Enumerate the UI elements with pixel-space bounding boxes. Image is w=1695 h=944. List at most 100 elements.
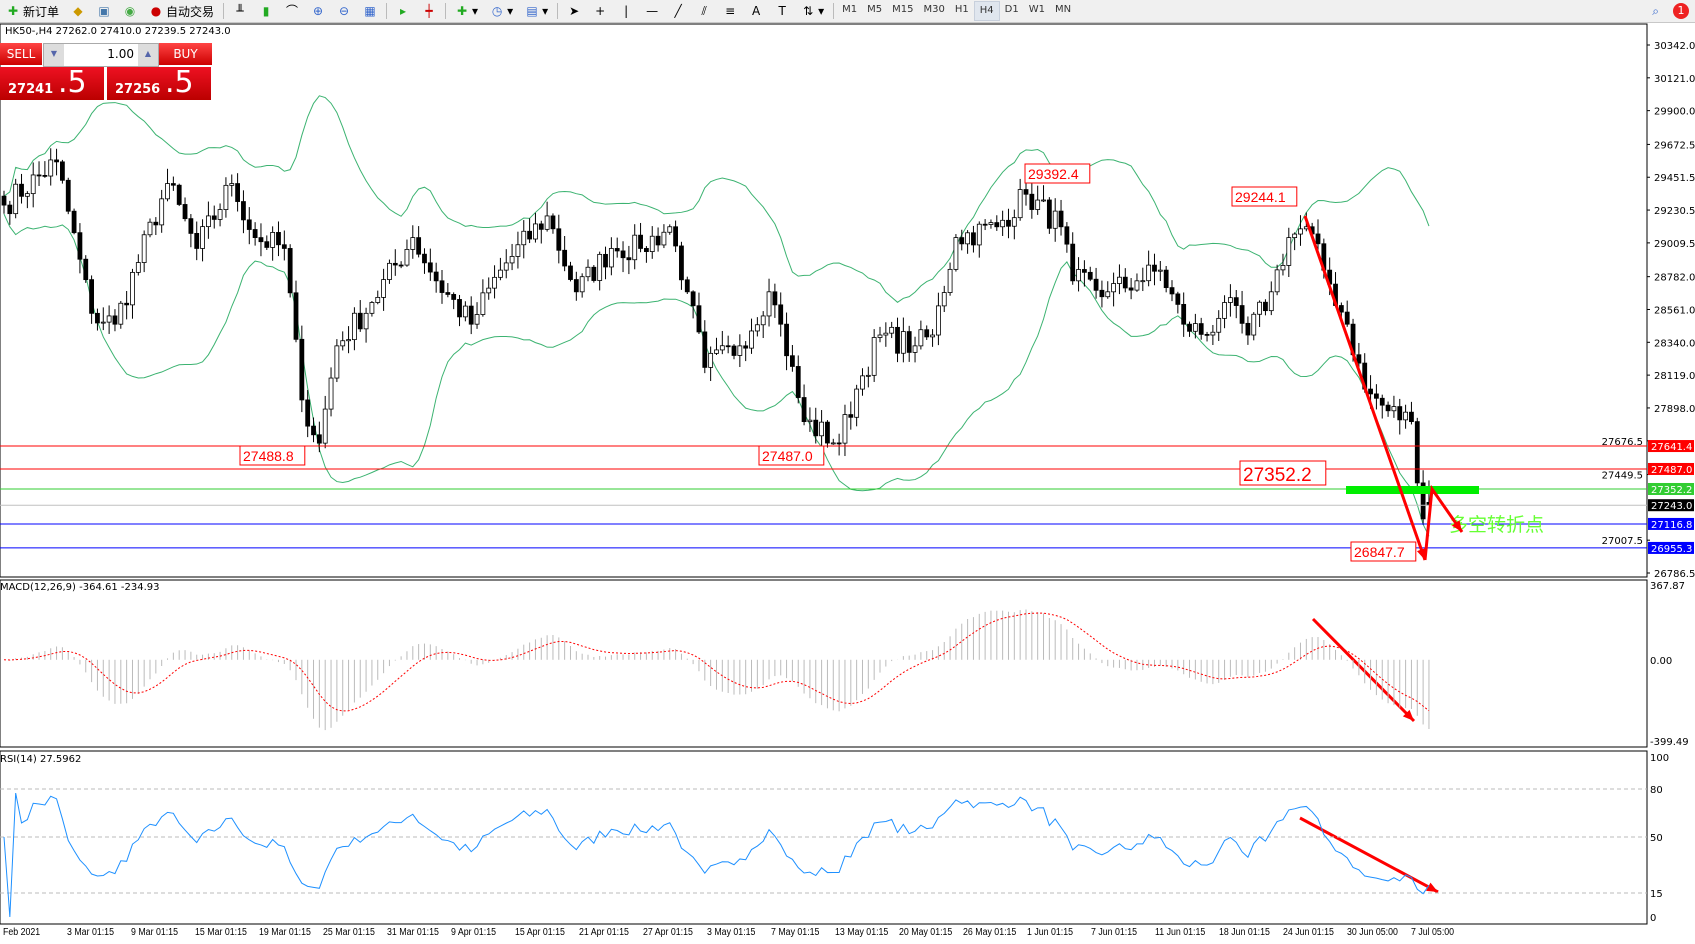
macd-tick-label: 0.00	[1650, 656, 1672, 667]
cursor-button[interactable]: ➤	[561, 1, 587, 21]
fibonacci-button[interactable]: ≡	[717, 1, 743, 21]
time-tick-label: 25 Mar 01:15	[323, 927, 375, 938]
candle	[1017, 189, 1023, 219]
sell-button[interactable]: SELL	[0, 43, 42, 65]
text-button[interactable]: A	[743, 1, 769, 21]
notification-badge[interactable]: 1	[1673, 3, 1689, 19]
candle	[1420, 482, 1426, 520]
autoscroll-button[interactable]: ▸	[390, 1, 416, 21]
signals-button[interactable]: ◉	[117, 1, 143, 21]
candle	[1414, 421, 1420, 484]
macd-trend-arrow	[1311, 617, 1416, 723]
candle	[1228, 297, 1233, 303]
candle	[1087, 271, 1093, 280]
chart-shift-button[interactable]: ┿	[416, 1, 442, 21]
price-label-box	[758, 445, 825, 466]
candle	[165, 183, 170, 200]
price-tag	[1648, 541, 1694, 554]
text-label-icon: T	[778, 4, 786, 18]
templates-button[interactable]: ▤ ▾	[526, 4, 549, 18]
price-tick-label: 28119.0	[1654, 371, 1695, 382]
candle	[1233, 297, 1239, 306]
lot-decrease-button[interactable]: ▼	[44, 44, 64, 66]
trendline-button[interactable]: ╱	[665, 1, 691, 21]
candle	[585, 266, 591, 278]
history-button[interactable]: ◆	[65, 1, 91, 21]
arrows-button[interactable]: ⇅ ▾	[803, 4, 825, 18]
timeframe-mn[interactable]: MN	[1054, 4, 1072, 15]
lot-size-input[interactable]: ▼ 1.00 ▲	[43, 43, 159, 67]
timeframe-w1[interactable]: W1	[1028, 4, 1045, 15]
time-tick-label: 30 Jun 05:00	[1347, 927, 1398, 938]
candle	[1058, 210, 1064, 228]
candle	[749, 330, 754, 349]
timeframe-d1[interactable]: D1	[1004, 4, 1019, 15]
candle	[398, 264, 404, 267]
price-tick-label: 28561.0	[1654, 305, 1695, 316]
time-tick-label: 15 Mar 01:15	[195, 927, 247, 938]
timeframe-h4[interactable]: H4	[973, 1, 1000, 21]
timeframe-m5[interactable]: M5	[867, 4, 883, 15]
zoom-in-button[interactable]: ⊕	[305, 1, 331, 21]
terminal-icon: ▣	[98, 4, 110, 18]
candle	[200, 226, 205, 249]
horizontal-line-button[interactable]: —	[639, 1, 665, 21]
timeframe-m15[interactable]: M15	[892, 4, 914, 15]
lot-increase-button[interactable]: ▲	[138, 44, 158, 66]
candle	[538, 223, 544, 230]
periods-button[interactable]: ◷ ▾	[491, 4, 514, 18]
candle	[235, 183, 241, 202]
auto-trading-button[interactable]: ● 自动交易	[150, 4, 215, 19]
candle	[1175, 293, 1181, 305]
candle	[1046, 199, 1052, 229]
terminal-button[interactable]: ▣	[91, 1, 117, 21]
candle	[451, 294, 457, 300]
timeframe-h1[interactable]: H1	[954, 4, 969, 15]
search-icon[interactable]: ⌕	[1652, 3, 1659, 18]
divider	[445, 3, 447, 19]
candle	[77, 232, 83, 260]
candle	[106, 315, 112, 323]
zoom-out-button[interactable]: ⊖	[331, 1, 357, 21]
new-order-button[interactable]: ✚ 新订单	[7, 4, 60, 19]
indicators-button[interactable]: ✚ ▾	[457, 4, 479, 18]
fibonacci-icon: ≡	[725, 4, 736, 18]
candle	[387, 262, 392, 280]
line-chart-button[interactable]: ⌒	[279, 1, 305, 21]
time-tick-label: 26 May 01:15	[963, 927, 1017, 938]
timeframe-m30[interactable]: M30	[923, 4, 945, 15]
candle	[895, 326, 900, 354]
text-label-button[interactable]: T	[769, 1, 795, 21]
candle	[147, 221, 153, 236]
toolbar: ✚ 新订单 ◆ ▣ ◉ ● 自动交易 ╨ ▮ ⌒ ⊕ ⊖ ▦ ▸ ┿ ✚ ▾ ◷ ▾ ▤…	[0, 0, 1695, 23]
candle	[918, 329, 924, 347]
sell-price[interactable]: 27241.5	[0, 65, 104, 100]
candle	[614, 248, 620, 252]
crosshair-button[interactable]: +	[587, 1, 613, 21]
candle	[591, 266, 597, 281]
candle	[153, 221, 159, 226]
candle	[684, 279, 690, 293]
candle	[597, 253, 603, 281]
bar-chart-button[interactable]: ╨	[227, 1, 253, 21]
candle	[422, 253, 427, 264]
divider	[557, 3, 559, 19]
channel-button[interactable]: ⫽	[691, 1, 717, 21]
tile-windows-button[interactable]: ▦	[357, 1, 383, 21]
time-tick-label: Feb 2021	[3, 927, 41, 938]
candle	[679, 245, 684, 281]
crosshair-icon: +	[595, 4, 606, 18]
candle	[708, 352, 714, 368]
candle-chart-button[interactable]: ▮	[253, 1, 279, 21]
buy-button[interactable]: BUY	[159, 43, 212, 65]
candle	[603, 253, 608, 268]
candle	[1292, 233, 1298, 239]
timeframe-m1[interactable]: M1	[842, 4, 858, 15]
candle	[994, 222, 1000, 228]
rsi-tick-label: 15	[1650, 889, 1663, 900]
candle	[1315, 233, 1321, 245]
vertical-line-button[interactable]: |	[613, 1, 639, 21]
candle	[1134, 280, 1140, 291]
buy-price[interactable]: 27256.5	[107, 65, 211, 100]
